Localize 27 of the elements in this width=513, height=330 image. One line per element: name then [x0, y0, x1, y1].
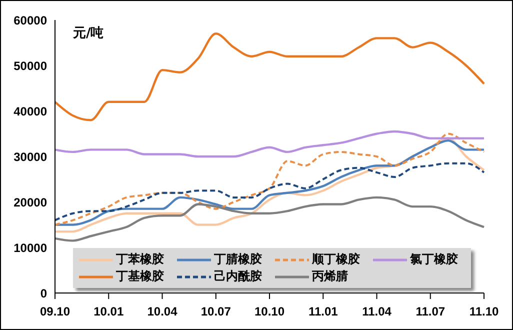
- line-series: [54, 162, 485, 222]
- y-tick-label: 10000: [14, 240, 48, 255]
- legend-label: 丁苯橡胶: [116, 251, 164, 268]
- y-tick-label: 50000: [14, 58, 48, 73]
- x-tick-label: 09.10: [40, 304, 70, 319]
- x-tick-label: 10.01: [94, 304, 124, 319]
- x-tick-label: 11.01: [308, 304, 338, 319]
- legend-label: 丙烯腈: [312, 268, 348, 285]
- x-tick-label: 10.10: [254, 304, 285, 319]
- y-tick-label: 60000: [14, 13, 48, 28]
- y-tick-label: 30000: [14, 150, 48, 164]
- legend-label: 氯丁橡胶: [410, 251, 458, 268]
- legend-label: 己内酰胺: [214, 268, 262, 285]
- y-tick-label: 0: [40, 286, 48, 300]
- y-axis-title: 元/吨: [72, 26, 104, 41]
- x-tick-label: 10.07: [200, 304, 232, 319]
- legend-label: 丁腈橡胶: [214, 251, 262, 268]
- y-tick-label: 20000: [14, 195, 48, 210]
- x-tick-label: 11.07: [416, 304, 446, 319]
- x-tick-label: 11.10: [469, 304, 500, 319]
- x-tick-label: 10.04: [147, 304, 178, 319]
- legend-label: 顺丁橡胶: [312, 251, 360, 268]
- line-series: [54, 196, 486, 242]
- x-tick-label: 11.04: [362, 304, 392, 319]
- y-tick-label: 40000: [14, 104, 48, 118]
- legend-label: 丁基橡胶: [116, 268, 164, 285]
- line-series: [54, 130, 486, 158]
